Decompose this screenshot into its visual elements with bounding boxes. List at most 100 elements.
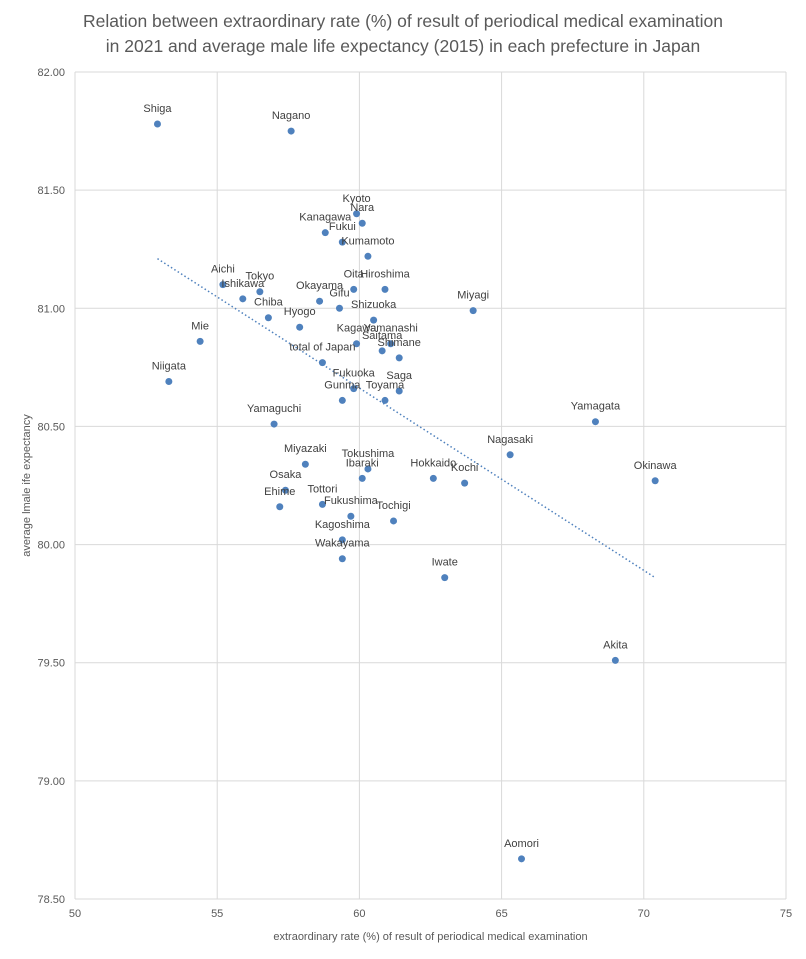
data-point-label: Gifu: [329, 287, 349, 299]
data-point: [281, 486, 289, 494]
y-tick-label: 81.50: [37, 185, 65, 197]
data-point-label: Hiroshima: [360, 268, 410, 280]
data-point: [651, 477, 659, 485]
x-axis-tick-labels: 50 55 60 65 70 75: [69, 908, 792, 920]
data-point: [469, 307, 477, 315]
data-point: [318, 359, 326, 367]
data-point-label: Hokkaido: [410, 457, 456, 469]
data-point-label: Iwate: [432, 557, 458, 569]
data-point-label: total of Japan: [289, 342, 355, 354]
data-point: [591, 418, 599, 426]
data-point: [358, 219, 366, 227]
data-point: [338, 238, 346, 246]
data-points: [153, 120, 659, 863]
data-point: [296, 323, 304, 331]
data-point-label: Mie: [191, 320, 209, 332]
data-point-label: Saga: [386, 370, 413, 382]
data-point-label: Akita: [603, 639, 628, 651]
y-tick-label: 79.50: [37, 658, 65, 670]
y-tick-label: 78.50: [37, 894, 65, 906]
data-point: [611, 656, 619, 664]
data-point: [196, 337, 204, 345]
data-point-label: Nara: [350, 202, 375, 214]
x-tick-label: 60: [353, 908, 365, 920]
data-point: [353, 340, 361, 348]
data-point: [350, 385, 358, 393]
data-point: [461, 479, 469, 487]
chart-title-line-2: in 2021 and average male life expectancy…: [105, 36, 701, 56]
data-point-label: Yamagata: [571, 401, 621, 413]
data-point-label: Shizuoka: [351, 299, 397, 311]
data-point-label: Fukuoka: [333, 368, 376, 380]
data-point-label: Nagasaki: [487, 434, 533, 446]
data-point-label: Shimane: [378, 337, 421, 349]
y-axis-title: average lmale ife expectancy: [21, 414, 33, 557]
data-point-label: Ishikawa: [221, 278, 265, 290]
data-point: [335, 304, 343, 312]
data-point: [239, 295, 247, 303]
gridlines: [74, 71, 787, 900]
data-point-label: Kumamoto: [341, 235, 394, 247]
data-point: [378, 347, 386, 355]
data-point: [219, 281, 227, 289]
data-point: [364, 252, 372, 260]
data-point: [264, 314, 272, 322]
x-axis-title: extraordinary rate (%) of result of peri…: [273, 931, 587, 943]
data-point-label: Fukui: [329, 221, 356, 233]
data-point: [518, 855, 526, 863]
data-point-label: Kagoshima: [315, 519, 371, 531]
data-point-label: Shiga: [143, 103, 172, 115]
data-point-label: Ibaraki: [346, 457, 379, 469]
data-point-label: Miyazaki: [284, 443, 327, 455]
data-point-label: Gunma: [324, 379, 361, 391]
data-point: [395, 354, 403, 362]
data-point-label: Okinawa: [634, 460, 678, 472]
data-point: [506, 451, 514, 459]
y-tick-label: 80.50: [37, 421, 65, 433]
data-point: [276, 503, 284, 511]
data-point: [338, 536, 346, 544]
data-point: [153, 120, 161, 128]
y-tick-label: 81.00: [37, 303, 65, 315]
data-point-label: Wakayama: [315, 538, 370, 550]
data-point: [381, 396, 389, 404]
data-point-label: Aomori: [504, 838, 539, 850]
data-point: [270, 420, 278, 428]
y-tick-label: 80.00: [37, 540, 65, 552]
data-point-label: Hyogo: [284, 306, 316, 318]
data-point-label: Aichi: [211, 264, 235, 276]
data-point-label: Okayama: [296, 280, 344, 292]
data-point: [256, 288, 264, 296]
data-point-label: Tochigi: [376, 500, 410, 512]
data-point-label: Tottori: [307, 483, 337, 495]
data-point: [165, 378, 173, 386]
data-point-label: Fukushima: [324, 495, 379, 507]
data-point: [370, 316, 378, 324]
data-point-label: Oita: [344, 268, 365, 280]
data-point-label: Miyagi: [457, 290, 489, 302]
data-point-label: Niigata: [152, 361, 187, 373]
data-point: [381, 285, 389, 293]
data-point-label: Tokyo: [245, 271, 274, 283]
y-tick-label: 79.00: [37, 776, 65, 788]
chart-title-line-1: Relation between extraordinary rate (%) …: [82, 11, 724, 31]
data-point-label: Tokushima: [342, 448, 395, 460]
x-tick-label: 65: [495, 908, 507, 920]
trendline: [157, 258, 656, 579]
data-point-label: Yamaguchi: [247, 403, 301, 415]
data-point: [353, 210, 361, 218]
data-point: [321, 229, 329, 237]
data-point-label: Ehime: [264, 486, 295, 498]
data-point: [387, 340, 395, 348]
y-tick-label: 82.00: [37, 67, 65, 79]
data-point-label: Toyama: [366, 379, 405, 391]
data-point: [338, 396, 346, 404]
data-point-label: Nagano: [272, 110, 311, 122]
data-point-label: Kanagawa: [299, 212, 352, 224]
data-point: [350, 285, 358, 293]
data-point-label: Yamanashi: [364, 323, 418, 335]
data-point: [338, 555, 346, 563]
data-point: [395, 387, 403, 395]
